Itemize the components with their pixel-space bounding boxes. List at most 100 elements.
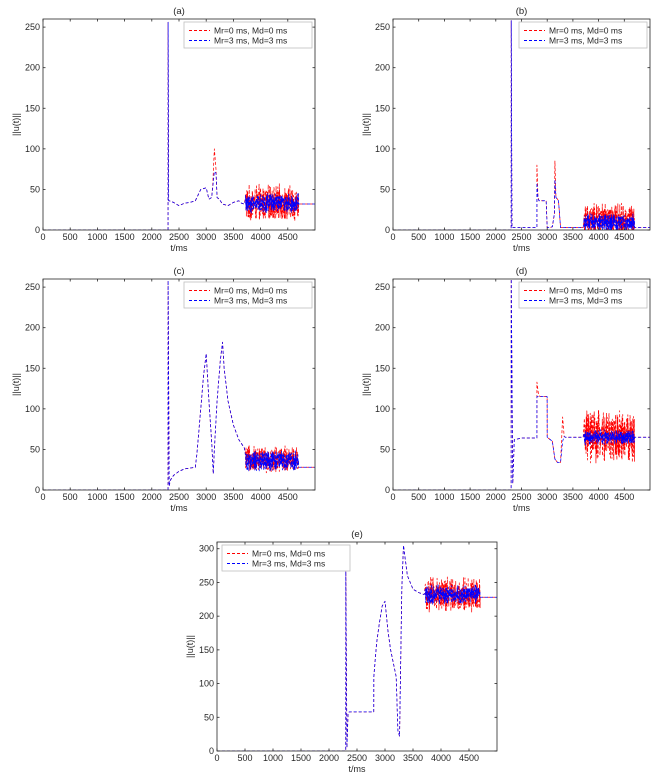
- x-tick-label: 3500: [563, 232, 583, 242]
- x-tick-label: 1000: [434, 232, 454, 242]
- chart-title: (e): [351, 529, 363, 540]
- x-tick-label: 3000: [537, 492, 557, 502]
- x-tick-label: 2500: [169, 232, 189, 242]
- x-axis-label: t/ms: [171, 503, 188, 513]
- x-tick-label: 0: [40, 492, 45, 502]
- x-tick-label: 2000: [142, 232, 162, 242]
- plot-area: [216, 541, 498, 752]
- x-tick-label: 4500: [614, 232, 634, 242]
- legend-box: [221, 544, 351, 572]
- chart-title: (b): [516, 6, 528, 17]
- y-tick-label: 100: [25, 144, 40, 154]
- x-tick-label: 0: [40, 232, 45, 242]
- y-tick-label: 200: [375, 323, 390, 333]
- y-axis-label: ||u(t)||: [361, 113, 371, 136]
- x-tick-label: 3500: [563, 492, 583, 502]
- y-tick-label: 0: [385, 225, 390, 235]
- series-line-2: [393, 20, 650, 230]
- x-axis-label: t/ms: [513, 503, 530, 513]
- x-tick-label: 1500: [291, 753, 311, 763]
- chart-panel-c: (c) 0 500 1000 1500 2000 2500 3000 3500 4000 4500 0…: [11, 266, 316, 513]
- x-tick-label: 1500: [115, 492, 135, 502]
- x-tick-label: 3500: [223, 492, 243, 502]
- legend-box: [183, 21, 313, 49]
- series-line-2: [43, 21, 315, 230]
- y-tick-label: 100: [375, 144, 390, 154]
- legend-entry-1: Mr=0 ms, Md=0 ms: [252, 549, 325, 559]
- x-tick-label: 1000: [87, 232, 107, 242]
- series-group: [217, 544, 497, 751]
- series-line-2: [217, 544, 497, 751]
- y-tick-label: 0: [209, 746, 214, 756]
- y-tick-label: 50: [380, 184, 390, 194]
- x-tick-label: 2000: [486, 232, 506, 242]
- x-axis-label: t/ms: [349, 764, 366, 774]
- y-axis-label: ||u(t)||: [185, 635, 195, 658]
- x-tick-label: 3000: [196, 492, 216, 502]
- y-tick-label: 200: [25, 323, 40, 333]
- plot-area: [392, 278, 651, 491]
- series-line-1: [393, 20, 650, 230]
- legend-box: [518, 281, 648, 309]
- x-tick-label: 500: [63, 492, 78, 502]
- x-tick-label: 2500: [511, 492, 531, 502]
- x-tick-label: 4000: [251, 232, 271, 242]
- y-tick-label: 0: [35, 485, 40, 495]
- plot-area: [392, 18, 651, 231]
- x-tick-label: 500: [411, 492, 426, 502]
- x-axis-label: t/ms: [171, 243, 188, 253]
- x-tick-label: 4500: [614, 492, 634, 502]
- x-tick-label: 3000: [375, 753, 395, 763]
- y-tick-label: 250: [199, 577, 214, 587]
- x-tick-label: 1500: [460, 492, 480, 502]
- legend-entry-1: Mr=0 ms, Md=0 ms: [549, 286, 622, 296]
- y-tick-label: 200: [375, 63, 390, 73]
- x-tick-label: 3000: [196, 232, 216, 242]
- series-group: [393, 279, 650, 490]
- series-group: [43, 280, 315, 490]
- y-tick-label: 250: [25, 22, 40, 32]
- x-tick-label: 3500: [223, 232, 243, 242]
- series-group: [393, 20, 650, 230]
- x-tick-label: 1000: [263, 753, 283, 763]
- x-tick-label: 2500: [347, 753, 367, 763]
- y-tick-label: 0: [385, 485, 390, 495]
- y-tick-label: 150: [375, 363, 390, 373]
- series-line-1: [217, 544, 497, 751]
- chart-panel-d: (d) 0 500 1000 1500 2000 2500 3000 3500 4000 4500 0…: [361, 266, 651, 513]
- x-tick-label: 4500: [459, 753, 479, 763]
- legend-entry-2: Mr=3 ms, Md=3 ms: [214, 296, 287, 306]
- x-tick-label: 1500: [460, 232, 480, 242]
- x-tick-label: 4000: [589, 232, 609, 242]
- x-tick-label: 2000: [142, 492, 162, 502]
- x-tick-label: 500: [237, 753, 252, 763]
- y-tick-label: 50: [30, 184, 40, 194]
- x-tick-label: 2000: [486, 492, 506, 502]
- x-tick-label: 3500: [403, 753, 423, 763]
- y-tick-label: 150: [199, 645, 214, 655]
- chart-title: (a): [173, 6, 185, 17]
- x-tick-label: 4000: [589, 492, 609, 502]
- y-tick-label: 50: [204, 712, 214, 722]
- x-tick-label: 0: [390, 492, 395, 502]
- y-axis-label: ||u(t)||: [361, 373, 371, 396]
- y-axis-label: ||u(t)||: [11, 373, 21, 396]
- y-tick-label: 200: [199, 611, 214, 621]
- y-tick-label: 300: [199, 544, 214, 554]
- y-axis-label: ||u(t)||: [11, 113, 21, 136]
- chart-panel-e: (e) 0 500 1000 1500 2000 2500 3000 3500 4000 4500 0…: [185, 529, 498, 774]
- chart-panel-b: (b) 0 500 1000 1500 2000 2500 3000 3500 4000 4500 0…: [361, 6, 651, 253]
- x-tick-label: 4500: [278, 492, 298, 502]
- chart-panel-a: (a) 0 500 1000 1500 2000 2500 3000 3500 4000 4500 0…: [11, 6, 316, 253]
- legend-entry-1: Mr=0 ms, Md=0 ms: [549, 26, 622, 36]
- x-tick-label: 0: [390, 232, 395, 242]
- x-tick-label: 1000: [87, 492, 107, 502]
- y-tick-label: 50: [30, 444, 40, 454]
- legend-entry-2: Mr=3 ms, Md=3 ms: [214, 36, 287, 46]
- y-tick-label: 100: [199, 679, 214, 689]
